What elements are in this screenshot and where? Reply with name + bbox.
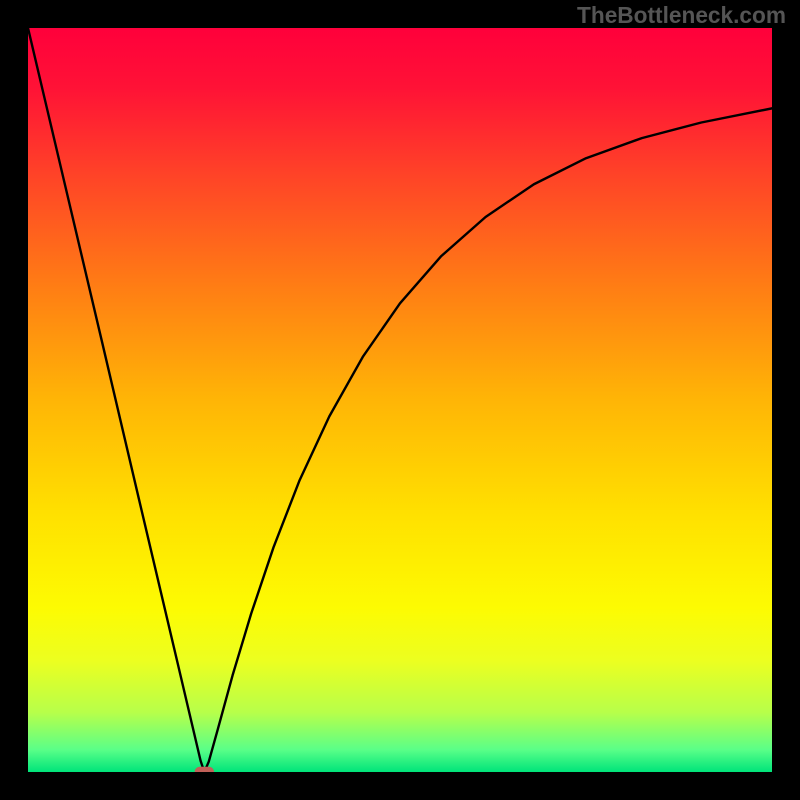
plot-background	[28, 28, 772, 772]
chart-container: TheBottleneck.com	[0, 0, 800, 800]
bottleneck-chart	[0, 0, 800, 800]
watermark-text: TheBottleneck.com	[577, 2, 786, 29]
